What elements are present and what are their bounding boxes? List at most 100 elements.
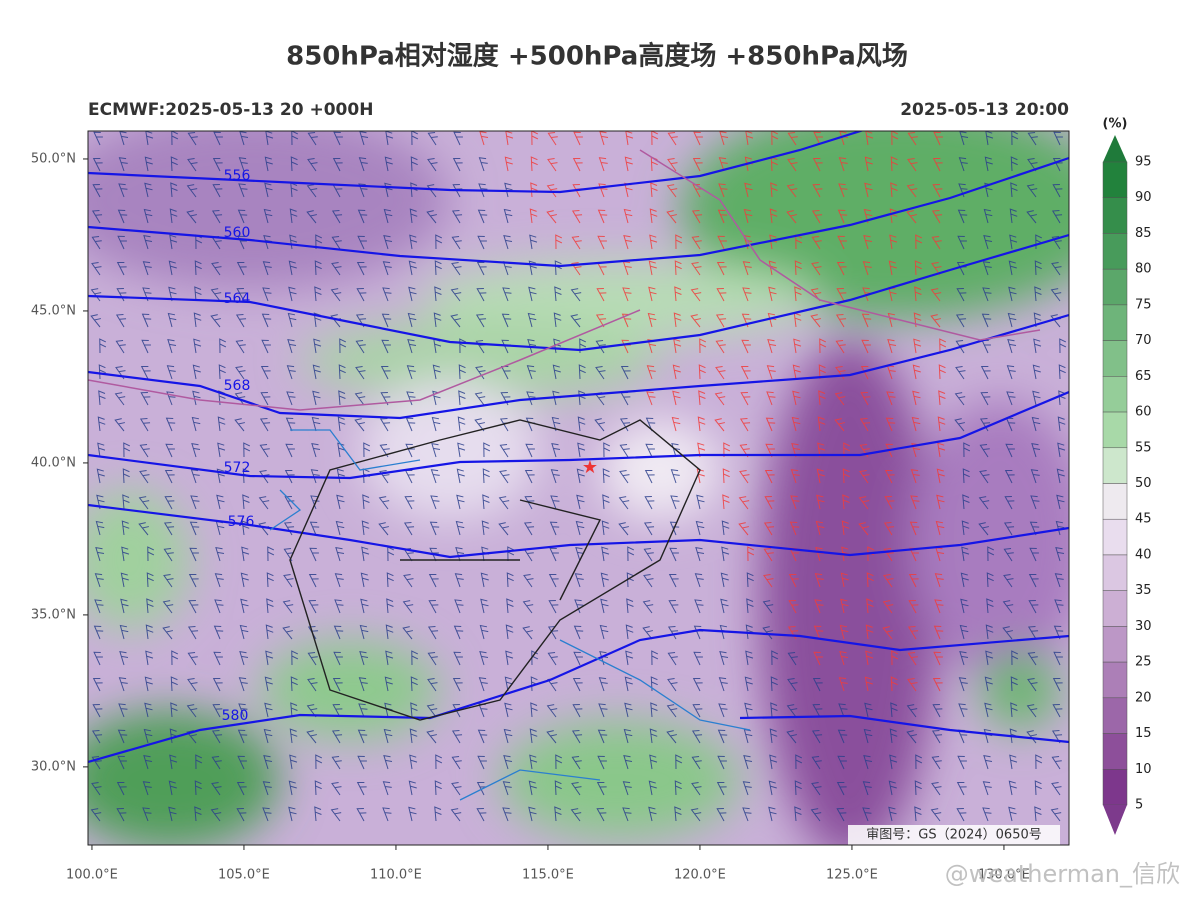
wind-barb [408,780,417,796]
wind-barb [170,676,178,692]
colorbar-bin [1102,447,1128,484]
wind-barb [117,235,127,250]
wind-barb [283,574,294,588]
wind-barb [986,598,994,614]
wind-barb [503,754,513,770]
wind-barb [427,652,438,666]
wind-barb [764,495,775,510]
wind-barb [572,677,583,692]
wind-barb [715,313,727,328]
wind-barb [529,728,538,744]
wind-barb [931,262,942,276]
contour-label: 568 [224,378,251,394]
wind-barb [379,444,390,458]
wind-barb [525,443,535,458]
wind-barb [690,808,702,822]
colorbar-bin [1102,268,1128,306]
wind-barb [692,677,703,692]
wind-barb [357,235,367,250]
wind-barb [554,806,562,822]
wind-barb [212,183,223,198]
wind-barb [690,314,701,328]
wind-barb [523,574,534,588]
wind-barb [842,494,850,510]
wind-barb [549,521,560,536]
wind-barb [840,572,849,588]
wind-barb [410,676,418,692]
wind-barb [982,781,992,796]
wind-barb [693,651,703,666]
wind-barb [1033,312,1042,328]
wind-barb [261,313,272,328]
wind-barb [410,156,418,172]
wind-barb [906,730,917,744]
wind-barb [811,729,823,744]
wind-barb [530,702,538,718]
wind-barb [119,624,129,640]
wind-barb [258,496,270,510]
colorbar-bin [1102,197,1128,234]
wind-barb [691,236,702,250]
wind-barb [1050,808,1062,822]
wind-barb [288,780,297,796]
wind-barb [722,468,730,484]
wind-barb [480,598,489,614]
wind-barb [741,339,751,354]
wind-barb [575,520,585,536]
wind-barb [191,442,201,458]
wind-barb [812,703,823,718]
wind-barb [190,469,200,484]
wind-barb [958,183,968,198]
wind-barb [410,702,418,718]
wind-barb [552,364,561,380]
wind-barb [170,182,178,198]
wind-barb [546,730,557,744]
wind-barb [883,574,894,588]
wind-barb [866,572,874,588]
wind-barb [794,260,802,276]
wind-barb [597,729,608,744]
wind-barb [288,286,297,302]
wind-barb [403,521,415,536]
wind-barb [694,573,704,588]
wind-barb [123,442,131,458]
wind-barb [141,339,151,354]
wind-barb [692,703,703,718]
wind-barb [96,468,105,484]
wind-barb [913,312,922,328]
wind-barb [961,520,970,536]
wind-barb [384,182,393,198]
wind-barb [264,156,273,172]
wind-barb [547,625,559,640]
wind-barb [601,520,610,536]
wind-barb [714,418,725,432]
wind-barb [694,599,704,614]
wind-barb [380,391,391,406]
wind-barb [361,546,370,562]
wind-barb [551,442,561,458]
wind-barb [838,183,848,198]
wind-barb [409,728,418,744]
wind-barb [769,754,778,770]
wind-barb [1055,546,1065,562]
wind-barb [914,286,922,302]
wind-barb [331,209,343,224]
wind-barb [506,572,514,588]
wind-barb [500,391,511,406]
wind-barb [1034,286,1042,302]
wind-barb [649,208,658,224]
wind-barb [502,781,512,796]
map-area: 556 560 564 568 572 576 580 ★ 审图号：GS（2024）0650… [88,131,1069,845]
wind-barb [627,546,635,562]
wind-barb [194,806,202,822]
wind-barb [912,390,921,406]
wind-barb [791,416,801,432]
wind-barb [219,338,227,354]
wind-barb [259,417,271,432]
x-tick-label: 105.0°E [218,868,270,883]
wind-barb [162,626,173,640]
watermark: @weatherman_信欣 [945,860,1180,888]
wind-barb [1009,208,1018,224]
wind-barb [498,522,509,536]
